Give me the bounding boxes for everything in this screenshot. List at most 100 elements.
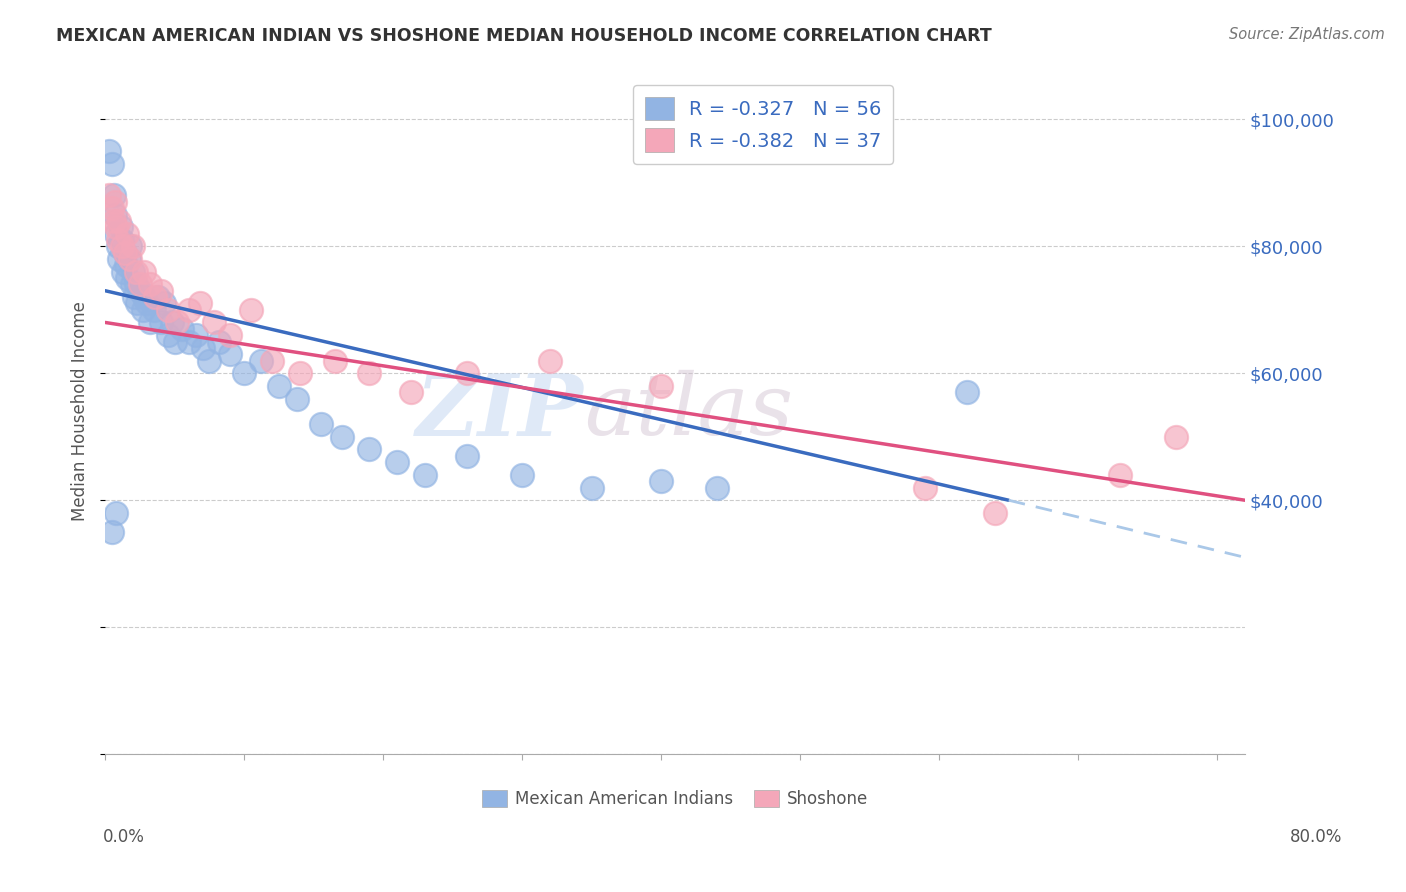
Point — [359, 442, 381, 457]
Point — [110, 220, 132, 235]
Point — [330, 430, 353, 444]
Point — [385, 455, 408, 469]
Point — [581, 481, 603, 495]
Point — [105, 506, 128, 520]
Point — [125, 277, 148, 292]
Point — [359, 366, 381, 380]
Text: 0.0%: 0.0% — [103, 828, 145, 846]
Point — [149, 284, 172, 298]
Point — [650, 379, 672, 393]
Legend: Mexican American Indians, Shoshone: Mexican American Indians, Shoshone — [475, 783, 875, 814]
Point — [114, 245, 136, 260]
Point — [129, 277, 152, 292]
Point — [240, 302, 263, 317]
Point — [309, 417, 332, 431]
Point — [111, 233, 134, 247]
Point — [101, 157, 124, 171]
Point — [104, 208, 127, 222]
Point — [124, 290, 146, 304]
Point — [115, 258, 138, 272]
Point — [219, 328, 242, 343]
Text: ZIP: ZIP — [416, 369, 583, 453]
Point — [105, 220, 128, 235]
Point — [160, 316, 183, 330]
Point — [188, 296, 211, 310]
Point — [112, 265, 135, 279]
Point — [177, 302, 200, 317]
Point — [111, 239, 134, 253]
Point — [143, 290, 166, 304]
Point — [219, 347, 242, 361]
Point — [166, 316, 188, 330]
Point — [149, 316, 172, 330]
Point — [538, 353, 561, 368]
Point — [107, 239, 129, 253]
Text: MEXICAN AMERICAN INDIAN VS SHOSHONE MEDIAN HOUSEHOLD INCOME CORRELATION CHART: MEXICAN AMERICAN INDIAN VS SHOSHONE MEDI… — [56, 27, 993, 45]
Point — [138, 277, 160, 292]
Point — [129, 284, 152, 298]
Point — [984, 506, 1007, 520]
Point — [260, 353, 283, 368]
Point — [135, 296, 157, 310]
Point — [510, 467, 533, 482]
Point — [184, 328, 207, 343]
Point — [163, 334, 186, 349]
Point — [105, 227, 128, 241]
Point — [117, 227, 139, 241]
Text: atlas: atlas — [583, 370, 793, 453]
Point — [98, 188, 121, 202]
Point — [285, 392, 308, 406]
Point — [914, 481, 936, 495]
Point — [132, 302, 155, 317]
Point — [650, 474, 672, 488]
Point — [125, 265, 148, 279]
Point — [399, 385, 422, 400]
Point — [117, 271, 139, 285]
Point — [101, 201, 124, 215]
Point — [138, 316, 160, 330]
Point — [191, 341, 214, 355]
Point — [127, 296, 149, 310]
Point — [156, 328, 179, 343]
Point — [107, 233, 129, 247]
Point — [122, 239, 145, 253]
Point — [104, 194, 127, 209]
Point — [456, 449, 478, 463]
Point — [108, 214, 131, 228]
Point — [108, 252, 131, 266]
Point — [1109, 467, 1132, 482]
Point — [134, 290, 156, 304]
Point — [142, 302, 165, 317]
Point — [120, 239, 142, 253]
Text: 80.0%: 80.0% — [1291, 828, 1343, 846]
Point — [134, 265, 156, 279]
Point — [956, 385, 979, 400]
Point — [177, 334, 200, 349]
Point — [114, 245, 136, 260]
Point — [706, 481, 728, 495]
Point — [156, 302, 179, 317]
Point — [120, 252, 142, 266]
Point — [323, 353, 346, 368]
Point — [146, 290, 169, 304]
Point — [118, 252, 141, 266]
Point — [1164, 430, 1187, 444]
Point — [152, 296, 174, 310]
Point — [267, 379, 290, 393]
Point — [233, 366, 256, 380]
Point — [250, 353, 273, 368]
Point — [103, 214, 125, 228]
Point — [198, 353, 221, 368]
Y-axis label: Median Household Income: Median Household Income — [72, 301, 89, 521]
Point — [208, 334, 231, 349]
Point — [288, 366, 311, 380]
Point — [98, 144, 121, 158]
Point — [170, 322, 193, 336]
Point — [456, 366, 478, 380]
Point — [101, 524, 124, 539]
Point — [103, 188, 125, 202]
Text: Source: ZipAtlas.com: Source: ZipAtlas.com — [1229, 27, 1385, 42]
Point — [413, 467, 436, 482]
Point — [122, 265, 145, 279]
Point — [202, 316, 225, 330]
